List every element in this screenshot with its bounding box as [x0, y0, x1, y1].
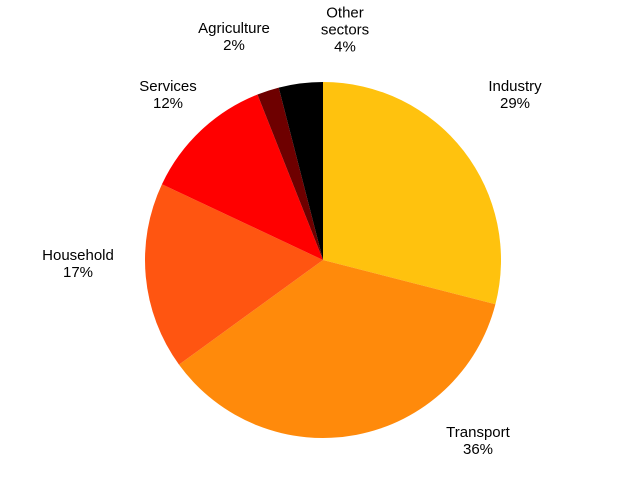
value-label: 2% — [223, 37, 245, 54]
slice-label: Transport 36% — [433, 424, 523, 458]
slice-label: Industry 29% — [470, 78, 560, 112]
pie-slice — [145, 184, 323, 365]
category-label: Agriculture — [198, 20, 270, 37]
value-label: 36% — [462, 441, 494, 458]
value-label: 12% — [152, 95, 184, 112]
category-label: Transport — [446, 424, 510, 441]
slice-label: Agriculture 2% — [184, 20, 284, 54]
value-label: 4% — [334, 38, 356, 56]
pie-slice — [278, 82, 323, 260]
category-label: Services — [139, 78, 197, 95]
pie-slice — [178, 260, 496, 438]
value-label: 17% — [62, 264, 94, 281]
slice-label: Other sectors 4% — [315, 5, 375, 56]
pie-slice — [323, 82, 501, 305]
category-label: Household — [42, 247, 114, 264]
slice-label: Household 17% — [33, 247, 123, 281]
pie-slice — [257, 87, 323, 260]
category-label: Other sectors — [320, 4, 370, 39]
slice-label: Services 12% — [123, 78, 213, 112]
pie-slice — [161, 94, 323, 260]
category-label: Industry — [488, 78, 542, 95]
value-label: 29% — [499, 95, 531, 112]
